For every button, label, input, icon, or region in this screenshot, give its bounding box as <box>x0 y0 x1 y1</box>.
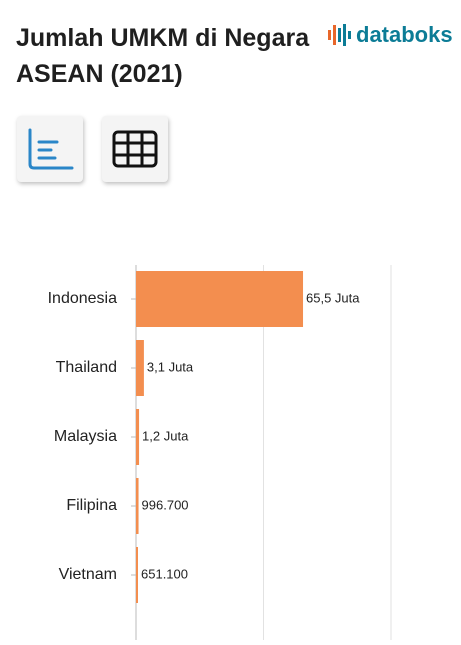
chart-view-button[interactable] <box>17 116 83 182</box>
value-label: 1,2 Juta <box>142 428 189 443</box>
category-label: Vietnam <box>59 566 117 583</box>
bar-indonesia <box>136 271 304 327</box>
bar-vietnam <box>136 547 138 603</box>
chart-area: Indonesia 65,5 Juta Thailand 3,1 Juta Malays… <box>0 250 461 640</box>
databoks-brand[interactable]: databoks <box>326 22 453 48</box>
value-label: 65,5 Juta <box>306 290 360 305</box>
bar-malaysia <box>136 409 140 465</box>
category-label: Malaysia <box>54 428 117 445</box>
bar-thailand <box>136 340 144 396</box>
value-label: 3,1 Juta <box>147 359 194 374</box>
bar-chart: Indonesia 65,5 Juta Thailand 3,1 Juta Malays… <box>48 265 392 640</box>
category-label: Thailand <box>56 359 117 376</box>
category-label: Indonesia <box>48 290 117 307</box>
table-view-button[interactable] <box>102 116 168 182</box>
category-label: Filipina <box>66 497 117 514</box>
chart-title: Jumlah UMKM di Negara ASEAN (2021) <box>16 24 310 88</box>
value-label: 996.700 <box>142 497 189 512</box>
value-label: 651.100 <box>141 566 188 581</box>
table-grid-icon <box>112 130 158 168</box>
bar-filipina <box>136 478 139 534</box>
bar-chart-icon <box>28 128 74 170</box>
databoks-logo-icon <box>328 24 351 46</box>
brand-name: databoks <box>356 22 453 47</box>
